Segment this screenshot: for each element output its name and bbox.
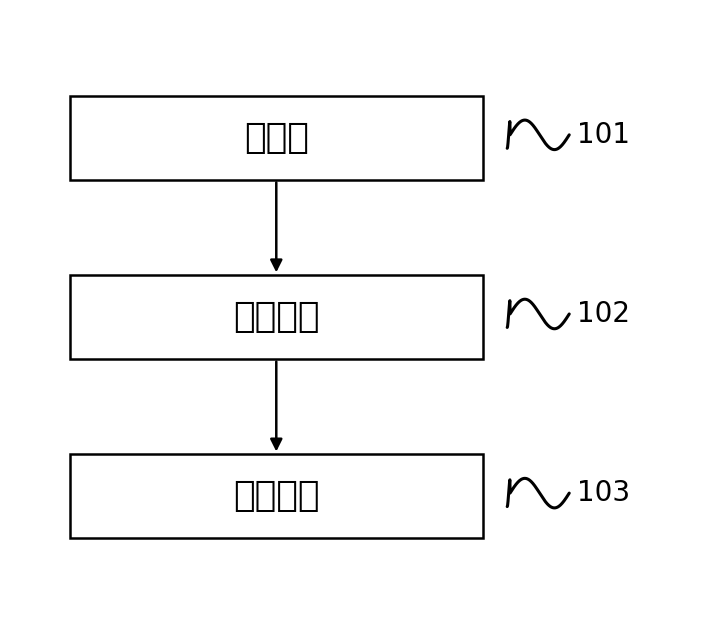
Text: 102: 102 xyxy=(577,300,630,328)
Text: 现场组装: 现场组装 xyxy=(233,300,320,334)
Bar xyxy=(70,96,483,180)
Bar xyxy=(70,454,483,538)
Text: 101: 101 xyxy=(577,121,630,149)
Text: 103: 103 xyxy=(577,479,630,507)
Bar xyxy=(70,275,483,359)
Text: 浇筑成型: 浇筑成型 xyxy=(233,479,320,513)
Text: 预加工: 预加工 xyxy=(244,121,309,155)
